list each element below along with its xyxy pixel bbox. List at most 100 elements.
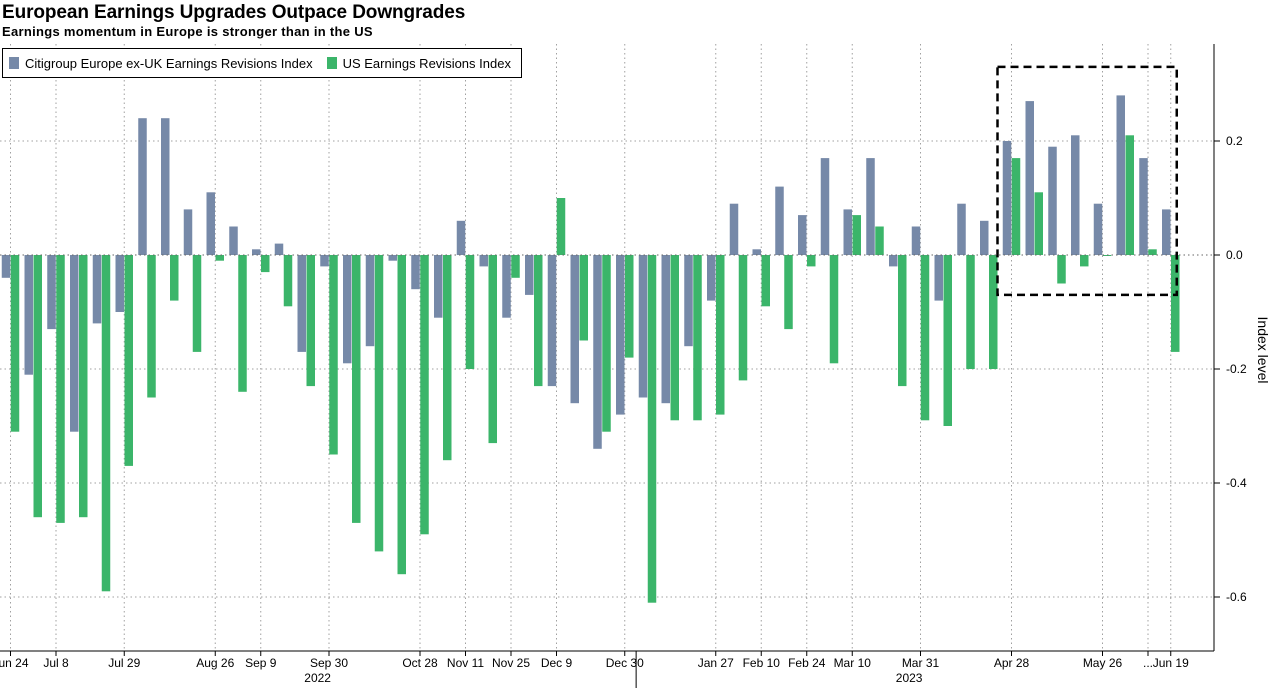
x-tick-label: ... <box>1143 656 1153 670</box>
y-tick-label: 0.0 <box>1226 248 1243 262</box>
bar-europe <box>320 255 329 267</box>
bar-europe <box>1116 95 1125 256</box>
bar-europe <box>115 255 124 312</box>
bar-europe <box>570 255 579 404</box>
bar-us <box>215 255 224 261</box>
bar-europe <box>798 215 807 255</box>
x-tick-label: Jul 29 <box>108 656 140 670</box>
bar-us <box>374 255 384 552</box>
bar-europe <box>479 255 488 267</box>
bar-us <box>784 255 793 330</box>
bar-europe <box>661 255 670 404</box>
bar-europe <box>547 255 557 387</box>
bar-us <box>943 255 952 426</box>
bar-europe <box>752 249 761 255</box>
bar-europe <box>911 226 921 255</box>
bar-us <box>1057 255 1066 284</box>
bar-europe <box>343 255 352 364</box>
y-tick-label: -0.2 <box>1226 362 1247 376</box>
bar-us <box>283 255 293 307</box>
bar-us <box>1125 135 1134 255</box>
bar-us <box>1034 192 1043 255</box>
bar-us <box>79 255 88 518</box>
bar-us <box>306 255 315 387</box>
legend-item-us[interactable]: US Earnings Revisions Index <box>326 55 511 71</box>
bar-us <box>898 255 907 387</box>
legend-item-europe[interactable]: Citigroup Europe ex-UK Earnings Revision… <box>9 56 313 71</box>
bar-europe <box>411 255 420 290</box>
x-tick-label: Dec 30 <box>606 656 644 670</box>
bar-europe <box>388 255 397 261</box>
bar-us <box>170 255 179 301</box>
bar-us <box>761 255 770 307</box>
bar-us <box>716 255 725 415</box>
bar-europe <box>889 255 898 267</box>
bar-us <box>261 255 270 273</box>
y-tick-label: 0.2 <box>1226 134 1243 148</box>
bar-us <box>670 255 679 421</box>
legend-label-us: US Earnings Revisions Index <box>342 55 511 71</box>
x-tick-label: Mar 31 <box>902 656 940 670</box>
x-tick-label: Nov 25 <box>492 656 530 670</box>
x-tick-label: May 26 <box>1083 656 1123 670</box>
bar-us <box>101 255 111 592</box>
bar-europe <box>1025 101 1034 255</box>
bar-us <box>852 215 861 255</box>
bar-europe <box>616 255 625 415</box>
bar-us <box>192 255 202 352</box>
bar-us <box>693 255 702 421</box>
bar-europe <box>980 220 989 255</box>
bar-europe <box>684 255 693 347</box>
x-tick-label: Mar 10 <box>834 656 872 670</box>
x-year-label: 2023 <box>896 671 923 685</box>
x-year-label: 2022 <box>304 671 331 685</box>
bar-us <box>443 255 452 461</box>
bar-europe <box>297 255 306 352</box>
x-tick-label: Aug 26 <box>196 656 234 670</box>
bar-europe <box>729 203 739 255</box>
bar-europe <box>707 255 716 301</box>
bar-us <box>966 255 975 369</box>
bar-europe <box>92 255 102 324</box>
legend-label-europe: Citigroup Europe ex-UK Earnings Revision… <box>25 55 313 71</box>
chart-title: European Earnings Upgrades Outpace Downg… <box>2 2 466 23</box>
y-axis-title: Index level <box>1255 317 1271 384</box>
bar-europe <box>70 255 79 432</box>
bar-us <box>738 255 748 381</box>
x-tick-label: Dec 9 <box>541 656 573 670</box>
bar-us <box>807 255 816 267</box>
bar-us <box>647 255 657 603</box>
bar-europe <box>820 158 830 255</box>
bar-us <box>1171 255 1180 352</box>
bar-europe <box>525 255 534 295</box>
bar-europe <box>1002 141 1012 255</box>
x-tick-label: Oct 28 <box>402 656 438 670</box>
bar-us <box>534 255 543 387</box>
bar-europe <box>456 220 466 255</box>
bar-us <box>920 255 930 421</box>
bar-europe <box>434 255 443 318</box>
bar-us <box>238 255 247 392</box>
x-tick-label: Jun 24 <box>0 656 29 670</box>
legend: Citigroup Europe ex-UK Earnings Revision… <box>2 48 522 78</box>
x-tick-label: Nov 11 <box>447 656 484 670</box>
bar-europe <box>274 243 284 255</box>
bar-europe <box>1093 203 1103 255</box>
x-tick-label: Jan 27 <box>698 656 734 670</box>
x-tick-label: Feb 24 <box>788 656 826 670</box>
bar-us <box>33 255 42 518</box>
bar-us <box>147 255 156 398</box>
bar-europe <box>161 118 170 255</box>
bar-us <box>1148 249 1157 255</box>
bar-europe <box>252 249 261 255</box>
bar-us <box>465 255 475 369</box>
bar-europe <box>365 255 375 347</box>
bar-us <box>352 255 361 523</box>
bar-europe <box>229 226 238 255</box>
bar-europe <box>206 192 215 255</box>
bar-europe <box>957 203 966 255</box>
bar-us <box>397 255 406 575</box>
bar-us <box>420 255 429 535</box>
bar-us <box>1011 158 1021 255</box>
